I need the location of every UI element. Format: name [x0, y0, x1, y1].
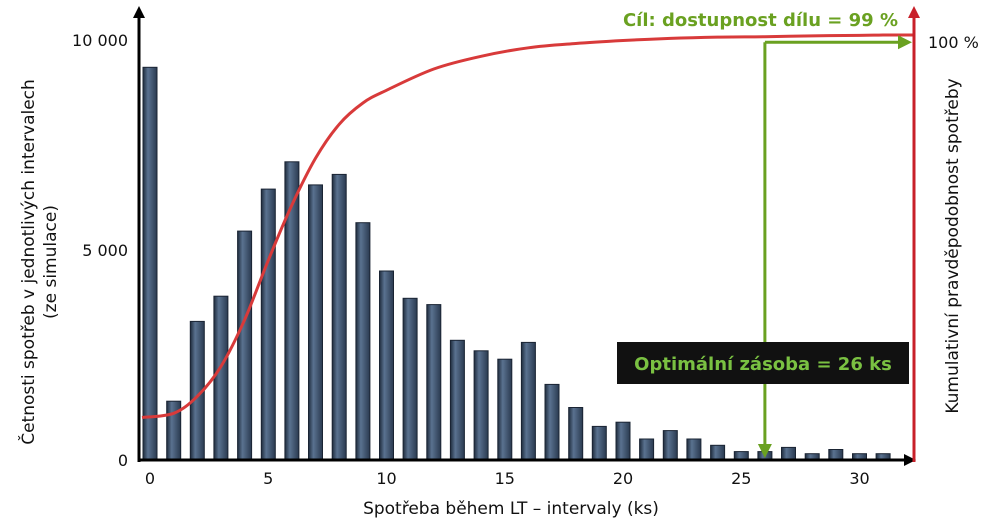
- y2-axis-label: Kumulativní pravděpodobnost spotřeby: [943, 78, 963, 413]
- optimal-arrowhead: [757, 444, 772, 458]
- x-tick-20: 20: [613, 469, 633, 488]
- bar-12: [426, 304, 442, 461]
- bar-20: [615, 421, 631, 461]
- bar-29: [828, 449, 844, 461]
- x-tick-5: 5: [263, 469, 273, 488]
- bar-21: [639, 438, 655, 461]
- target-label: Cíl: dostupnost dílu = 99 %: [623, 10, 898, 31]
- bar-5: [260, 188, 276, 461]
- bar-27: [781, 446, 796, 461]
- y-axis-label-line2: (ze simulace): [41, 205, 61, 319]
- bar-22: [662, 430, 678, 461]
- bar-16: [520, 341, 536, 461]
- bar-7: [308, 184, 323, 461]
- bar-3: [213, 295, 229, 461]
- bar-14: [473, 350, 489, 461]
- bar-4: [237, 230, 253, 461]
- cumulative-curve-group: [141, 33, 915, 419]
- y2-axis-arrow: [908, 6, 920, 18]
- annotations-group: [757, 35, 912, 458]
- bar-23: [686, 438, 702, 461]
- bar-19: [591, 425, 607, 461]
- y-tick-0: 0: [118, 451, 128, 470]
- y-axis-arrow: [133, 6, 145, 18]
- bar-8: [331, 173, 347, 461]
- bar-18: [568, 407, 584, 461]
- x-tick-10: 10: [376, 469, 396, 488]
- optimal-label: Optimální zásoba = 26 ks: [634, 354, 892, 375]
- bars-group: [142, 66, 891, 461]
- bar-10: [379, 270, 394, 461]
- y2-tick-100: 100 %: [928, 33, 979, 52]
- optimal-label-box: [617, 342, 909, 384]
- bar-9: [355, 222, 371, 461]
- x-tick-0: 0: [145, 469, 155, 488]
- bar-0: [142, 66, 158, 461]
- bar-24: [710, 444, 726, 461]
- x-tick-15: 15: [495, 469, 515, 488]
- y-tick-5000: 5 000: [82, 241, 128, 260]
- x-tick-30: 30: [849, 469, 869, 488]
- bar-17: [544, 383, 560, 461]
- x-axis-label: Spotřeba během LT – intervaly (ks): [363, 499, 659, 519]
- x-axis-arrow: [904, 454, 916, 466]
- target-arrowhead: [898, 35, 912, 50]
- bar-15: [497, 358, 513, 461]
- y-tick-labels: 0 5 000 10 000: [72, 31, 128, 470]
- bar-13: [449, 339, 465, 461]
- x-tick-25: 25: [731, 469, 751, 488]
- y-axis-label-line1: Četnosti spotřeb v jednotlivých interval…: [17, 79, 39, 445]
- cumulative-curve: [141, 33, 915, 419]
- axes-group: [133, 6, 920, 466]
- y-tick-10000: 10 000: [72, 31, 128, 50]
- bar-11: [402, 297, 418, 461]
- x-tick-labels: 0 5 10 15 20 25 30: [145, 469, 870, 488]
